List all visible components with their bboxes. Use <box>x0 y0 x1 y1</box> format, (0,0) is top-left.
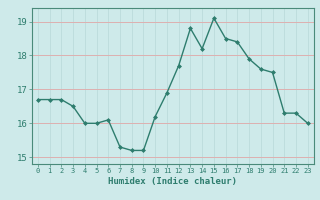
X-axis label: Humidex (Indice chaleur): Humidex (Indice chaleur) <box>108 177 237 186</box>
